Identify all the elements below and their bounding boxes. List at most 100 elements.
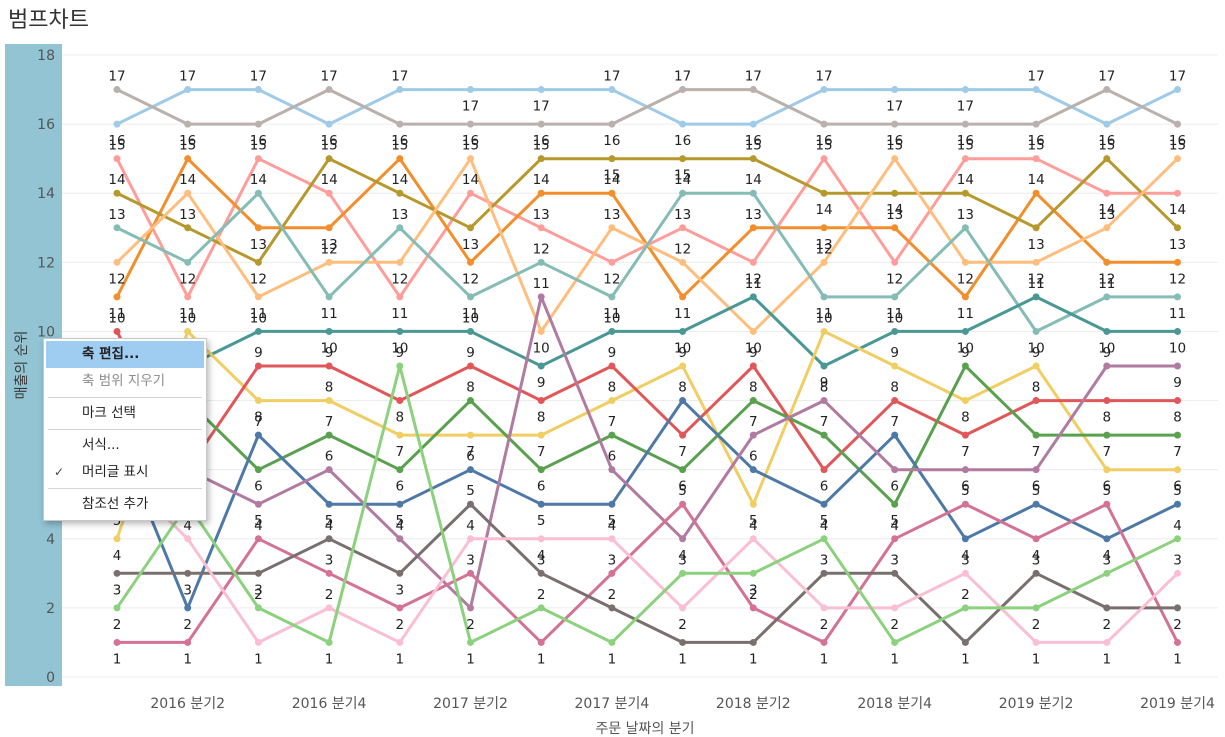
data-point[interactable] (396, 258, 404, 266)
data-point[interactable] (749, 535, 757, 543)
data-point[interactable] (396, 86, 404, 94)
data-point[interactable] (396, 120, 404, 128)
data-point[interactable] (1103, 569, 1111, 577)
data-point[interactable] (679, 638, 687, 646)
data-point[interactable] (113, 327, 121, 335)
data-point[interactable] (1032, 86, 1040, 94)
data-point[interactable] (325, 397, 333, 405)
data-point[interactable] (749, 293, 757, 301)
data-point[interactable] (608, 604, 616, 612)
data-point[interactable] (679, 86, 687, 94)
data-point[interactable] (679, 604, 687, 612)
data-point[interactable] (396, 500, 404, 508)
data-point[interactable] (184, 569, 192, 577)
data-point[interactable] (254, 86, 262, 94)
data-point[interactable] (608, 569, 616, 577)
data-point[interactable] (1032, 258, 1040, 266)
data-point[interactable] (1174, 224, 1181, 232)
data-point[interactable] (749, 431, 757, 439)
data-point[interactable] (1032, 327, 1040, 335)
data-point[interactable] (1103, 327, 1111, 335)
data-point[interactable] (608, 466, 616, 474)
data-point[interactable] (820, 258, 828, 266)
data-point[interactable] (891, 397, 899, 405)
data-point[interactable] (113, 604, 121, 612)
data-point[interactable] (749, 638, 757, 646)
data-point[interactable] (467, 604, 474, 612)
data-point[interactable] (113, 258, 121, 266)
data-point[interactable] (1032, 397, 1040, 405)
data-point[interactable] (254, 362, 262, 370)
data-point[interactable] (113, 535, 121, 543)
data-point[interactable] (891, 362, 899, 370)
data-point[interactable] (961, 224, 969, 232)
data-point[interactable] (254, 120, 262, 128)
data-point[interactable] (1103, 86, 1111, 94)
data-point[interactable] (1032, 120, 1040, 128)
data-point[interactable] (254, 258, 262, 266)
data-point[interactable] (1103, 293, 1111, 301)
data-point[interactable] (679, 431, 687, 439)
data-point[interactable] (254, 327, 262, 335)
data-point[interactable] (537, 569, 545, 577)
data-point[interactable] (1032, 604, 1040, 612)
data-point[interactable] (891, 189, 899, 197)
data-point[interactable] (891, 569, 899, 577)
data-point[interactable] (254, 569, 262, 577)
data-point[interactable] (467, 327, 474, 335)
data-point[interactable] (679, 155, 687, 163)
data-point[interactable] (467, 362, 474, 370)
data-point[interactable] (254, 397, 262, 405)
data-point[interactable] (325, 535, 333, 543)
data-point[interactable] (1174, 431, 1181, 439)
data-point[interactable] (537, 604, 545, 612)
data-point[interactable] (820, 189, 828, 197)
data-point[interactable] (1032, 431, 1040, 439)
data-point[interactable] (396, 293, 404, 301)
data-point[interactable] (467, 120, 474, 128)
data-point[interactable] (396, 638, 404, 646)
data-point[interactable] (325, 155, 333, 163)
data-point[interactable] (679, 500, 687, 508)
data-point[interactable] (467, 86, 474, 94)
data-point[interactable] (820, 397, 828, 405)
data-point[interactable] (1032, 466, 1040, 474)
data-point[interactable] (891, 120, 899, 128)
data-point[interactable] (749, 500, 757, 508)
data-point[interactable] (608, 293, 616, 301)
data-point[interactable] (467, 569, 474, 577)
data-point[interactable] (608, 362, 616, 370)
data-point[interactable] (679, 224, 687, 232)
data-point[interactable] (1032, 362, 1040, 370)
data-point[interactable] (1103, 258, 1111, 266)
data-point[interactable] (1174, 155, 1181, 163)
data-point[interactable] (1103, 120, 1111, 128)
data-point[interactable] (749, 397, 757, 405)
data-point[interactable] (891, 293, 899, 301)
data-point[interactable] (254, 155, 262, 163)
data-point[interactable] (537, 258, 545, 266)
data-point[interactable] (961, 397, 969, 405)
data-point[interactable] (961, 327, 969, 335)
data-point[interactable] (254, 224, 262, 232)
data-point[interactable] (1032, 293, 1040, 301)
data-point[interactable] (537, 362, 545, 370)
data-point[interactable] (961, 86, 969, 94)
data-point[interactable] (820, 466, 828, 474)
data-point[interactable] (113, 189, 121, 197)
data-point[interactable] (961, 189, 969, 197)
data-point[interactable] (467, 638, 474, 646)
data-point[interactable] (961, 155, 969, 163)
data-point[interactable] (325, 86, 333, 94)
data-point[interactable] (891, 86, 899, 94)
data-point[interactable] (608, 120, 616, 128)
data-point[interactable] (1103, 189, 1111, 197)
data-point[interactable] (113, 293, 121, 301)
data-point[interactable] (325, 500, 333, 508)
data-point[interactable] (1174, 569, 1181, 577)
data-point[interactable] (396, 431, 404, 439)
data-point[interactable] (184, 86, 192, 94)
data-point[interactable] (820, 362, 828, 370)
data-point[interactable] (396, 535, 404, 543)
data-point[interactable] (396, 362, 404, 370)
